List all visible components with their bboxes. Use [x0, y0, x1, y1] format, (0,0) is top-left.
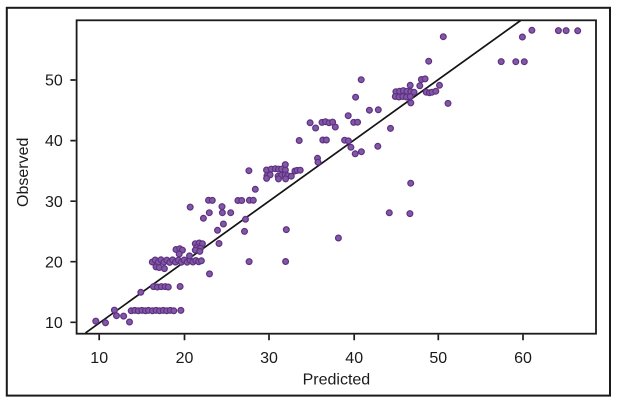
svg-text:50: 50: [429, 350, 447, 367]
svg-text:Observed: Observed: [15, 138, 32, 207]
svg-text:40: 40: [45, 133, 63, 150]
svg-text:20: 20: [176, 350, 194, 367]
svg-text:Predicted: Predicted: [303, 372, 371, 389]
svg-text:50: 50: [45, 73, 63, 90]
svg-text:40: 40: [345, 350, 363, 367]
svg-text:30: 30: [260, 350, 278, 367]
svg-text:20: 20: [45, 254, 63, 271]
svg-text:30: 30: [45, 194, 63, 211]
svg-text:10: 10: [90, 350, 108, 367]
svg-text:60: 60: [514, 350, 532, 367]
svg-text:10: 10: [45, 315, 63, 332]
